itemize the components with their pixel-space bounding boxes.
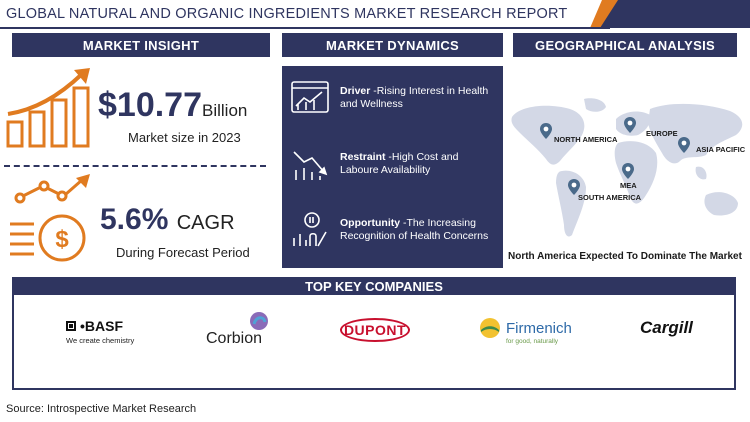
firmenich-tagline: for good, naturally [506, 338, 559, 345]
top-key-companies-heading: TOP KEY COMPANIES [12, 277, 736, 295]
title-blue-stripe [600, 0, 750, 28]
driver-description: -Rising Interest in Health and Wellness [340, 85, 489, 110]
coin-growth-icon: $ [10, 174, 90, 262]
region-europe: EUROPE [646, 129, 678, 138]
mea-pin-icon [622, 163, 634, 179]
svg-text:$: $ [55, 226, 69, 253]
opportunity-text: Opportunity -The Increasing Recognition … [334, 217, 499, 243]
driver-text: Driver -Rising Interest in Health and We… [334, 85, 499, 111]
market-insight-heading: MARKET INSIGHT [12, 33, 270, 57]
north-america-pin-icon [540, 123, 552, 139]
corbion-logo: Corbion [206, 310, 276, 348]
geo-caption: North America Expected To Dominate The M… [508, 251, 742, 262]
south-america-pin-icon [568, 179, 580, 195]
basf-logo: •BASF We create chemistry [66, 318, 146, 345]
firmenich-sun-icon [480, 318, 500, 338]
title-underline [0, 27, 610, 29]
driver-label: Driver [340, 85, 371, 97]
source-note: Source: Introspective Market Research [6, 403, 197, 415]
world-map-icon [511, 98, 743, 237]
dupont-logo: DUPONT [340, 318, 410, 342]
world-map: NORTH AMERICA EUROPE ASIA PACIFIC MEA SO… [510, 95, 750, 245]
declining-chart-icon [293, 151, 328, 180]
restraint-label: Restraint [340, 151, 386, 163]
corbion-swirl-icon [250, 312, 268, 330]
cargill-name: Cargill [640, 318, 693, 337]
firmenich-logo: Firmenich for good, naturally [478, 316, 578, 345]
corbion-name: Corbion [206, 330, 263, 347]
restraint-text: Restraint -High Cost and Laboure Availab… [334, 151, 499, 177]
growth-hand-icon [293, 212, 327, 247]
market-size-value: $10.77Billion [98, 86, 247, 125]
region-north-america: NORTH AMERICA [554, 135, 618, 144]
opportunity-description: -The Increasing Recognition of Health Co… [340, 217, 489, 242]
cagr-value: 5.6% CAGR [100, 203, 235, 237]
region-asia-pacific: ASIA PACIFIC [696, 145, 746, 154]
cargill-logo: Cargill [640, 318, 700, 338]
title-bar: GLOBAL NATURAL AND ORGANIC INGREDIENTS M… [0, 0, 750, 30]
europe-pin-icon [624, 117, 636, 133]
dynamics-driver: Driver -Rising Interest in Health and We… [286, 76, 499, 120]
region-south-america: SOUTH AMERICA [578, 193, 642, 202]
insight-divider [4, 165, 266, 167]
basf-square-icon [66, 321, 76, 331]
region-mea: MEA [620, 181, 637, 190]
cagr-unit: CAGR [176, 212, 235, 234]
cagr-caption: During Forecast Period [116, 245, 250, 260]
market-dynamics-heading: MARKET DYNAMICS [282, 33, 503, 57]
opportunity-label: Opportunity [340, 217, 401, 229]
market-size-number: $10.77 [98, 86, 202, 124]
firmenich-name: Firmenich [506, 319, 572, 337]
restraint-description: -High Cost and Laboure Availability [340, 151, 459, 176]
bar-growth-icon [6, 68, 90, 148]
basf-name: •BASF [80, 318, 124, 334]
dashboard-chart-icon [291, 81, 329, 113]
market-size-caption: Market size in 2023 [128, 130, 241, 145]
page-title: GLOBAL NATURAL AND ORGANIC INGREDIENTS M… [6, 6, 568, 22]
market-size-unit: Billion [202, 101, 248, 120]
market-dynamics-panel: Driver -Rising Interest in Health and We… [282, 66, 503, 268]
dupont-name: DUPONT [343, 322, 407, 338]
dynamics-restraint: Restraint -High Cost and Laboure Availab… [286, 142, 499, 186]
asia-pacific-pin-icon [678, 137, 690, 153]
dynamics-opportunity: Opportunity -The Increasing Recognition … [286, 208, 499, 252]
cagr-number: 5.6% [100, 203, 169, 236]
geographical-analysis-heading: GEOGRAPHICAL ANALYSIS [513, 33, 737, 57]
basf-tagline: We create chemistry [66, 336, 135, 345]
